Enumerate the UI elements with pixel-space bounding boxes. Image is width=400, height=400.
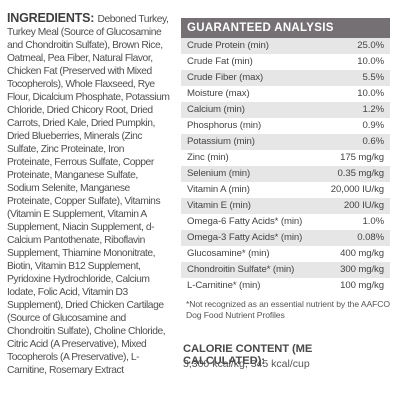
analysis-title: GUARANTEED ANALYSIS [181,18,390,38]
ingredients-heading: INGREDIENTS: [7,11,98,25]
table-row: Crude Fat (min) 10.0% [181,54,390,70]
nutrient-name: Crude Protein (min) [187,40,269,51]
table-row: Calcium (min) 1.2% [181,102,390,118]
table-row: Omega-6 Fatty Acids* (min) 1.0% [181,214,390,230]
nutrient-name: Zinc (min) [187,152,229,163]
table-row: Zinc (min) 175 mg/kg [181,150,390,166]
nutrient-name: L-Carnitine* (min) [187,280,261,291]
nutrient-name: Phosphorus (min) [187,120,262,131]
ingredients-panel: INGREDIENTS: Deboned Turkey, Turkey Meal… [7,12,170,377]
analysis-footnote: *Not recognized as an essential nutrient… [186,299,390,320]
nutrient-value: 1.2% [362,104,385,115]
nutrient-name: Glucosamine* (min) [187,248,270,259]
guaranteed-analysis-table: GUARANTEED ANALYSIS Crude Protein (min) 2… [181,18,390,321]
nutrient-value: 5.5% [362,72,385,83]
table-row: Chondroitin Sulfate* (min) 300 mg/kg [181,262,390,278]
table-row: Vitamin E (min) 200 IU/kg [181,198,390,214]
table-row: Vitamin A (min) 20,000 IU/kg [181,182,390,198]
nutrient-value: 25.0% [357,40,384,51]
nutrient-value: 300 mg/kg [340,264,384,275]
table-row: Selenium (min) 0.35 mg/kg [181,166,390,182]
nutrient-name: Vitamin E (min) [187,200,251,211]
calorie-title: CALORIE CONTENT (ME CALCULATED): [183,343,313,367]
nutrient-value: 0.9% [362,120,385,131]
nutrient-name: Omega-6 Fatty Acids* (min) [187,216,303,227]
table-row: L-Carnitine* (min) 100 mg/kg [181,278,390,294]
nutrient-value: 1.0% [362,216,385,227]
nutrient-value: 0.35 mg/kg [337,168,385,179]
table-row: Glucosamine* (min) 400 mg/kg [181,246,390,262]
nutrient-name: Omega-3 Fatty Acids* (min) [187,232,303,243]
nutrient-value: 20,000 IU/kg [330,184,384,195]
table-row: Omega-3 Fatty Acids* (min) 0.08% [181,230,390,246]
nutrient-name: Crude Fiber (max) [187,72,264,83]
nutrient-name: Chondroitin Sulfate* (min) [187,264,295,275]
nutrient-value: 10.0% [357,56,384,67]
nutrient-name: Selenium (min) [187,168,251,179]
nutrient-value: 10.0% [357,88,384,99]
nutrient-name: Calcium (min) [187,104,245,115]
table-row: Moisture (max) 10.0% [181,86,390,102]
nutrient-value: 175 mg/kg [340,152,384,163]
nutrient-name: Moisture (max) [187,88,250,99]
nutrient-name: Vitamin A (min) [187,184,250,195]
analysis-rows: Crude Protein (min) 25.0% Crude Fat (min) 1… [181,38,390,294]
table-row: Crude Protein (min) 25.0% [181,38,390,54]
nutrient-value: 400 mg/kg [340,248,384,259]
nutrient-name: Potassium (min) [187,136,255,147]
nutrient-value: 200 IU/kg [343,200,384,211]
table-row: Crude Fiber (max) 5.5% [181,70,390,86]
nutrient-name: Crude Fat (min) [187,56,253,67]
table-row: Phosphorus (min) 0.9% [181,118,390,134]
calorie-value: 3,300 kcal/kg, 345 kcal/cup [183,358,310,370]
nutrient-value: 0.6% [362,136,385,147]
nutrient-value: 100 mg/kg [340,280,384,291]
table-row: Potassium (min) 0.6% [181,134,390,150]
nutrient-value: 0.08% [357,232,384,243]
ingredients-text: Deboned Turkey, Turkey Meal (Source of G… [7,14,170,376]
